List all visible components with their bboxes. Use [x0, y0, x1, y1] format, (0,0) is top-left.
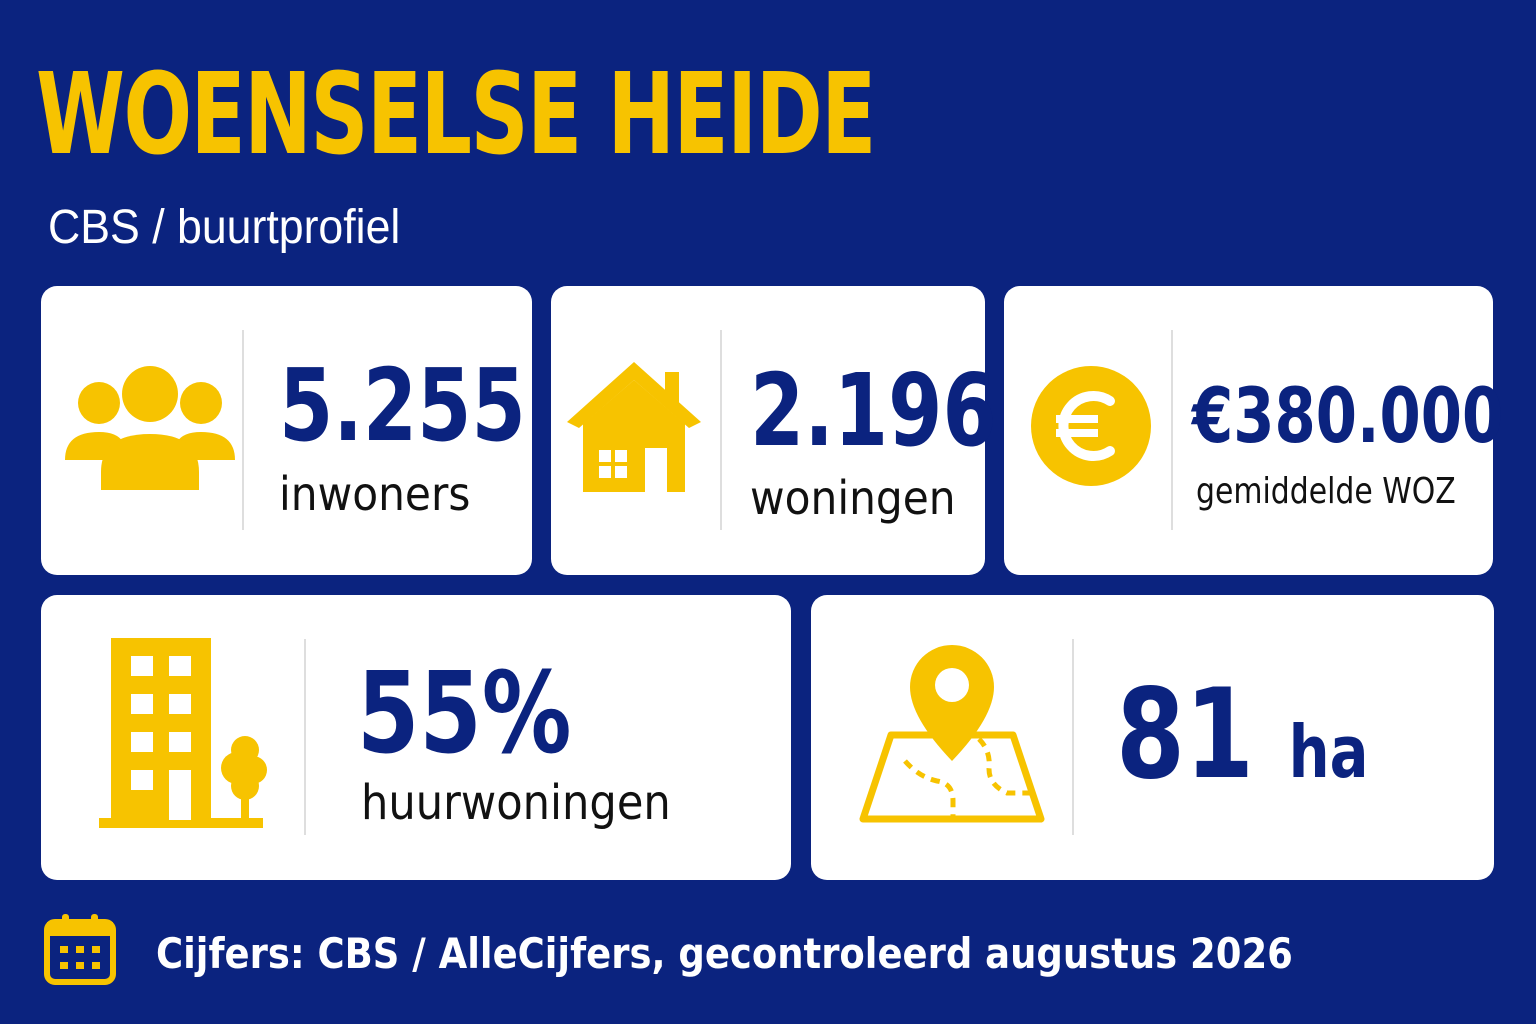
card-divider [1171, 330, 1173, 530]
source-note: Cijfers: CBS / AlleCijfers, gecontroleer… [156, 929, 1293, 978]
page-subtitle: CBS / buurtprofiel [48, 201, 401, 254]
stat-card-homes: 2.196 woningen [551, 286, 997, 575]
calendar-icon [44, 914, 116, 985]
apartment-building-icon [99, 638, 267, 828]
homes-label: woningen [750, 471, 956, 525]
area-unit: ha [1288, 710, 1369, 794]
stat-card-rental: 55% huurwoningen [41, 595, 791, 880]
rental-value: 55% [357, 649, 572, 779]
woz-label: gemiddelde WOZ [1196, 471, 1456, 512]
stat-card-woz: €380.000 gemiddelde WOZ [1004, 286, 1503, 575]
page-title: WOENSELSE HEIDE [36, 50, 876, 180]
woz-value: €380.000 [1192, 371, 1504, 460]
inhabitants-value: 5.255 [279, 347, 526, 464]
stat-card-inhabitants: 5.255 inwoners [41, 286, 532, 575]
euro-coin-icon [1031, 366, 1151, 486]
homes-value: 2.196 [750, 352, 997, 469]
stat-card-area: 81 ha [811, 595, 1494, 880]
area-value: 81 ha [1116, 665, 1368, 822]
card-divider [720, 330, 722, 530]
people-icon [65, 366, 235, 490]
map-pin-icon [859, 645, 1045, 823]
area-number: 81 [1116, 663, 1255, 807]
house-icon [567, 362, 701, 492]
card-divider [304, 639, 306, 835]
card-divider [1072, 639, 1074, 835]
card-divider [242, 330, 244, 530]
rental-label: huurwoningen [361, 775, 671, 831]
inhabitants-label: inwoners [279, 467, 471, 521]
